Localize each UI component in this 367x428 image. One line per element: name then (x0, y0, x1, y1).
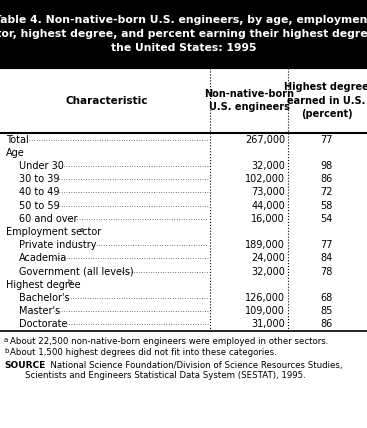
Text: Employment sector: Employment sector (6, 227, 101, 237)
Text: Age: Age (6, 148, 25, 158)
Text: Total: Total (6, 134, 29, 145)
Text: b: b (4, 348, 8, 354)
Text: a: a (4, 337, 8, 343)
Text: SOURCE: SOURCE (4, 361, 45, 370)
Text: Table 4. Non-native-born U.S. engineers, by age, employment
sector, highest degr: Table 4. Non-native-born U.S. engineers,… (0, 15, 367, 53)
Text: 126,000: 126,000 (245, 293, 285, 303)
Text: 78: 78 (320, 267, 333, 276)
Text: 16,000: 16,000 (251, 214, 285, 224)
Text: 102,000: 102,000 (245, 174, 285, 184)
Text: Private industry: Private industry (19, 240, 97, 250)
Text: b: b (67, 279, 72, 285)
Text: Master's: Master's (19, 306, 60, 316)
Text: Characteristic: Characteristic (65, 95, 148, 105)
Text: 60 and over: 60 and over (19, 214, 77, 224)
Text: Under 30: Under 30 (19, 161, 64, 171)
Text: 32,000: 32,000 (251, 161, 285, 171)
Text: Highest degree
earned in U.S.
(percent): Highest degree earned in U.S. (percent) (284, 82, 367, 119)
Text: 77: 77 (320, 240, 333, 250)
Text: Government (all levels): Government (all levels) (19, 267, 134, 276)
Text: 85: 85 (320, 306, 333, 316)
Text: 86: 86 (320, 174, 333, 184)
Text: 58: 58 (320, 201, 333, 211)
Text: 44,000: 44,000 (251, 201, 285, 211)
Text: a: a (80, 226, 84, 232)
Text: 109,000: 109,000 (245, 306, 285, 316)
Text: 54: 54 (320, 214, 333, 224)
Text: Doctorate: Doctorate (19, 319, 68, 330)
Text: Highest degree: Highest degree (6, 280, 81, 290)
Text: 73,000: 73,000 (251, 187, 285, 197)
Text: 86: 86 (320, 319, 333, 330)
Text: 84: 84 (320, 253, 333, 263)
Text: 24,000: 24,000 (251, 253, 285, 263)
Text: 77: 77 (320, 134, 333, 145)
Text: Bachelor's: Bachelor's (19, 293, 70, 303)
Text: 68: 68 (320, 293, 333, 303)
Text: Non-native-born
U.S. engineers: Non-native-born U.S. engineers (204, 89, 294, 112)
Text: 98: 98 (320, 161, 333, 171)
Bar (0, 0, 367, 68)
Text: :  National Science Foundation/Division of Science Resources Studies,: : National Science Foundation/Division o… (42, 361, 342, 370)
Text: Scientists and Engineers Statistical Data System (SESTAT), 1995.: Scientists and Engineers Statistical Dat… (25, 371, 306, 380)
Text: About 22,500 non-native-born engineers were employed in other sectors.: About 22,500 non-native-born engineers w… (10, 337, 328, 346)
Text: 32,000: 32,000 (251, 267, 285, 276)
Text: 31,000: 31,000 (251, 319, 285, 330)
Text: 40 to 49: 40 to 49 (19, 187, 59, 197)
Text: 267,000: 267,000 (245, 134, 285, 145)
Text: 72: 72 (320, 187, 333, 197)
Text: 50 to 59: 50 to 59 (19, 201, 60, 211)
Text: About 1,500 highest degrees did not fit into these categories.: About 1,500 highest degrees did not fit … (10, 348, 277, 357)
Text: 189,000: 189,000 (245, 240, 285, 250)
Text: 30 to 39: 30 to 39 (19, 174, 59, 184)
Text: Academia: Academia (19, 253, 67, 263)
